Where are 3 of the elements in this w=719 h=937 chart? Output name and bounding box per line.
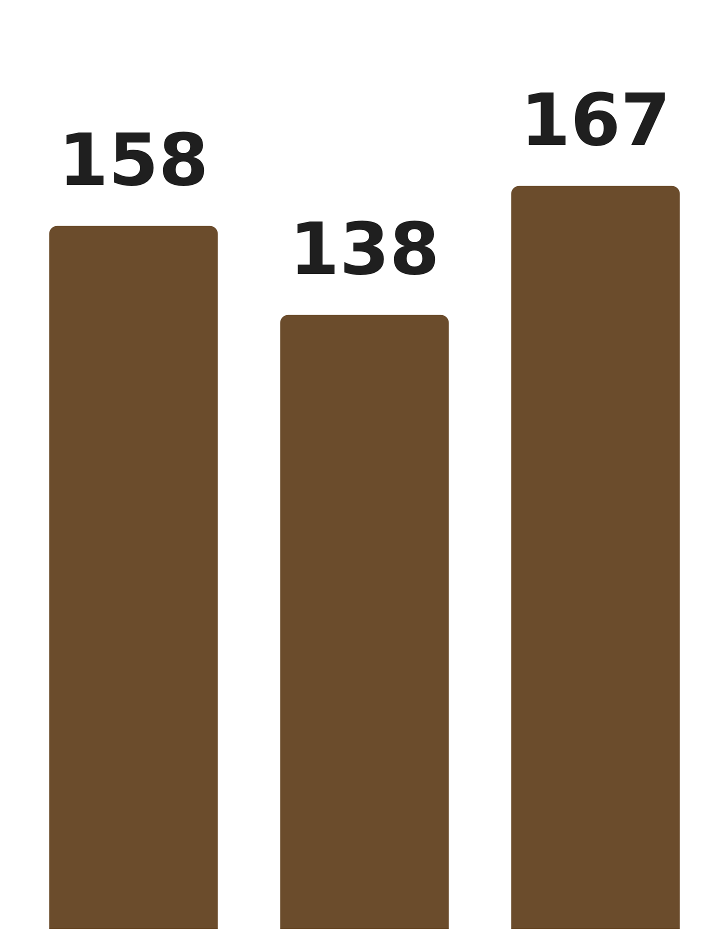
data-label: 167 (520, 78, 671, 162)
data-label: 158 (58, 118, 209, 202)
data-label: 138 (289, 206, 440, 291)
